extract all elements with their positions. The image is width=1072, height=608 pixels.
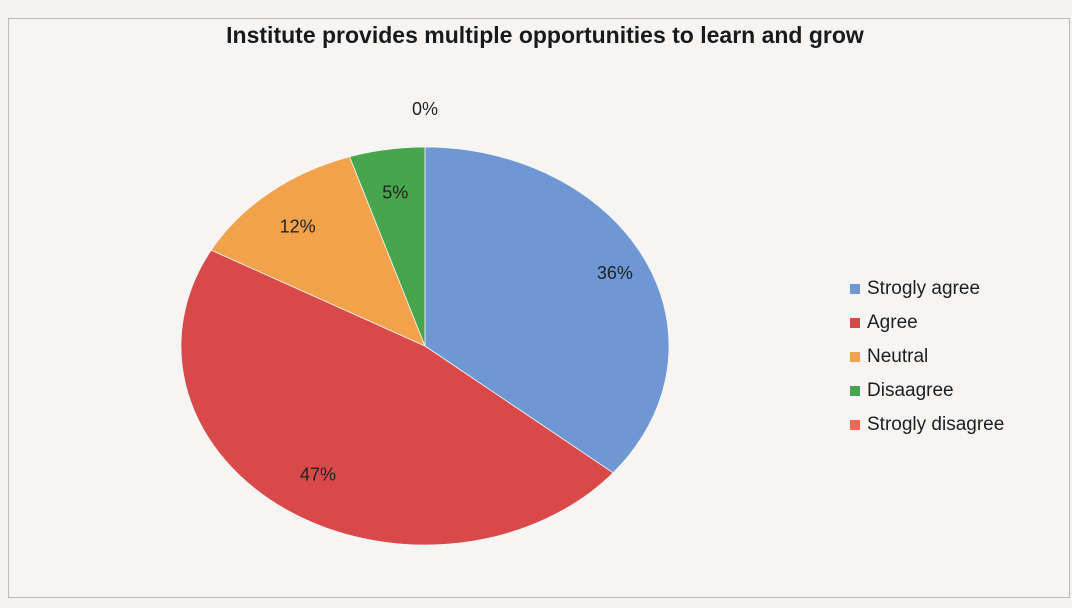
legend-swatch-disaagree bbox=[850, 386, 860, 396]
pie-slice-disaagree bbox=[349, 146, 426, 347]
legend-swatch-agree bbox=[850, 318, 860, 328]
legend-item-strogly-agree: Strogly agree bbox=[850, 272, 1004, 306]
legend-label-neutral: Neutral bbox=[867, 346, 929, 367]
legend-swatch-strogly-agree bbox=[850, 284, 860, 294]
legend-item-strogly-disagree: Strogly disagree bbox=[850, 408, 1004, 442]
legend-item-neutral: Neutral bbox=[850, 340, 1004, 374]
pie-slice-agree bbox=[180, 249, 614, 546]
legend-label-agree: Agree bbox=[867, 312, 918, 333]
legend-swatch-neutral bbox=[850, 352, 860, 362]
data-label-neutral: 12% bbox=[280, 216, 316, 236]
pie-slices bbox=[180, 146, 670, 546]
legend-item-disaagree: Disaagree bbox=[850, 374, 1004, 408]
data-label-agree: 47% bbox=[300, 464, 336, 484]
data-label-disaagree: 5% bbox=[382, 183, 408, 203]
legend-item-agree: Agree bbox=[850, 306, 1004, 340]
chart-title: Institute provides multiple opportunitie… bbox=[226, 22, 864, 48]
pie-slice-strogly-agree bbox=[424, 146, 670, 474]
legend-label-strogly-agree: Strogly agree bbox=[867, 278, 981, 299]
data-label-strogly-disagree: 0% bbox=[412, 99, 438, 119]
pie-slice-neutral bbox=[210, 156, 426, 347]
pie-data-labels: 36% 47% 12% 5% 0% bbox=[280, 99, 633, 484]
legend-swatch-strogly-disagree bbox=[850, 420, 860, 430]
data-label-strogly-agree: 36% bbox=[597, 263, 633, 283]
chart-legend: Strogly agree Agree Neutral Disaagree Strogl… bbox=[850, 272, 1004, 442]
legend-label-disaagree: Disaagree bbox=[867, 380, 954, 401]
legend-label-strogly-disagree: Strogly disagree bbox=[867, 414, 1005, 435]
